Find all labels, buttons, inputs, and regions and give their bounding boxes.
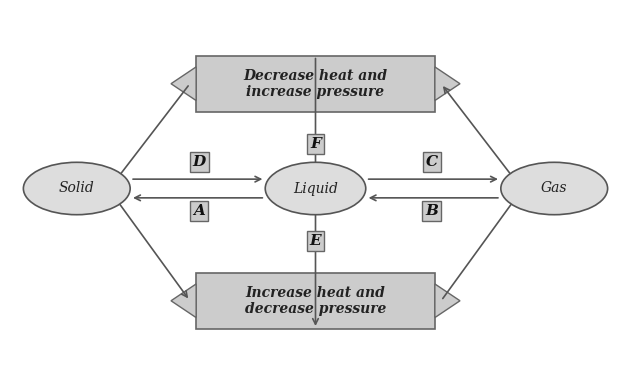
Ellipse shape [501, 162, 608, 215]
Ellipse shape [265, 162, 366, 215]
Polygon shape [171, 67, 196, 101]
Text: Liquid: Liquid [293, 181, 338, 196]
Polygon shape [435, 284, 460, 317]
Text: B: B [425, 204, 438, 218]
Polygon shape [435, 67, 460, 101]
Text: A: A [193, 204, 205, 218]
Text: D: D [192, 155, 206, 169]
Text: E: E [310, 234, 321, 248]
Text: Increase heat and
decrease pressure: Increase heat and decrease pressure [245, 286, 386, 316]
Text: Gas: Gas [541, 181, 567, 196]
Text: F: F [310, 136, 321, 150]
FancyBboxPatch shape [196, 273, 435, 329]
Text: Solid: Solid [59, 181, 95, 196]
FancyBboxPatch shape [196, 56, 435, 112]
Ellipse shape [23, 162, 130, 215]
Text: C: C [426, 155, 438, 169]
Text: Decrease heat and
increase pressure: Decrease heat and increase pressure [244, 69, 387, 99]
Polygon shape [171, 284, 196, 317]
